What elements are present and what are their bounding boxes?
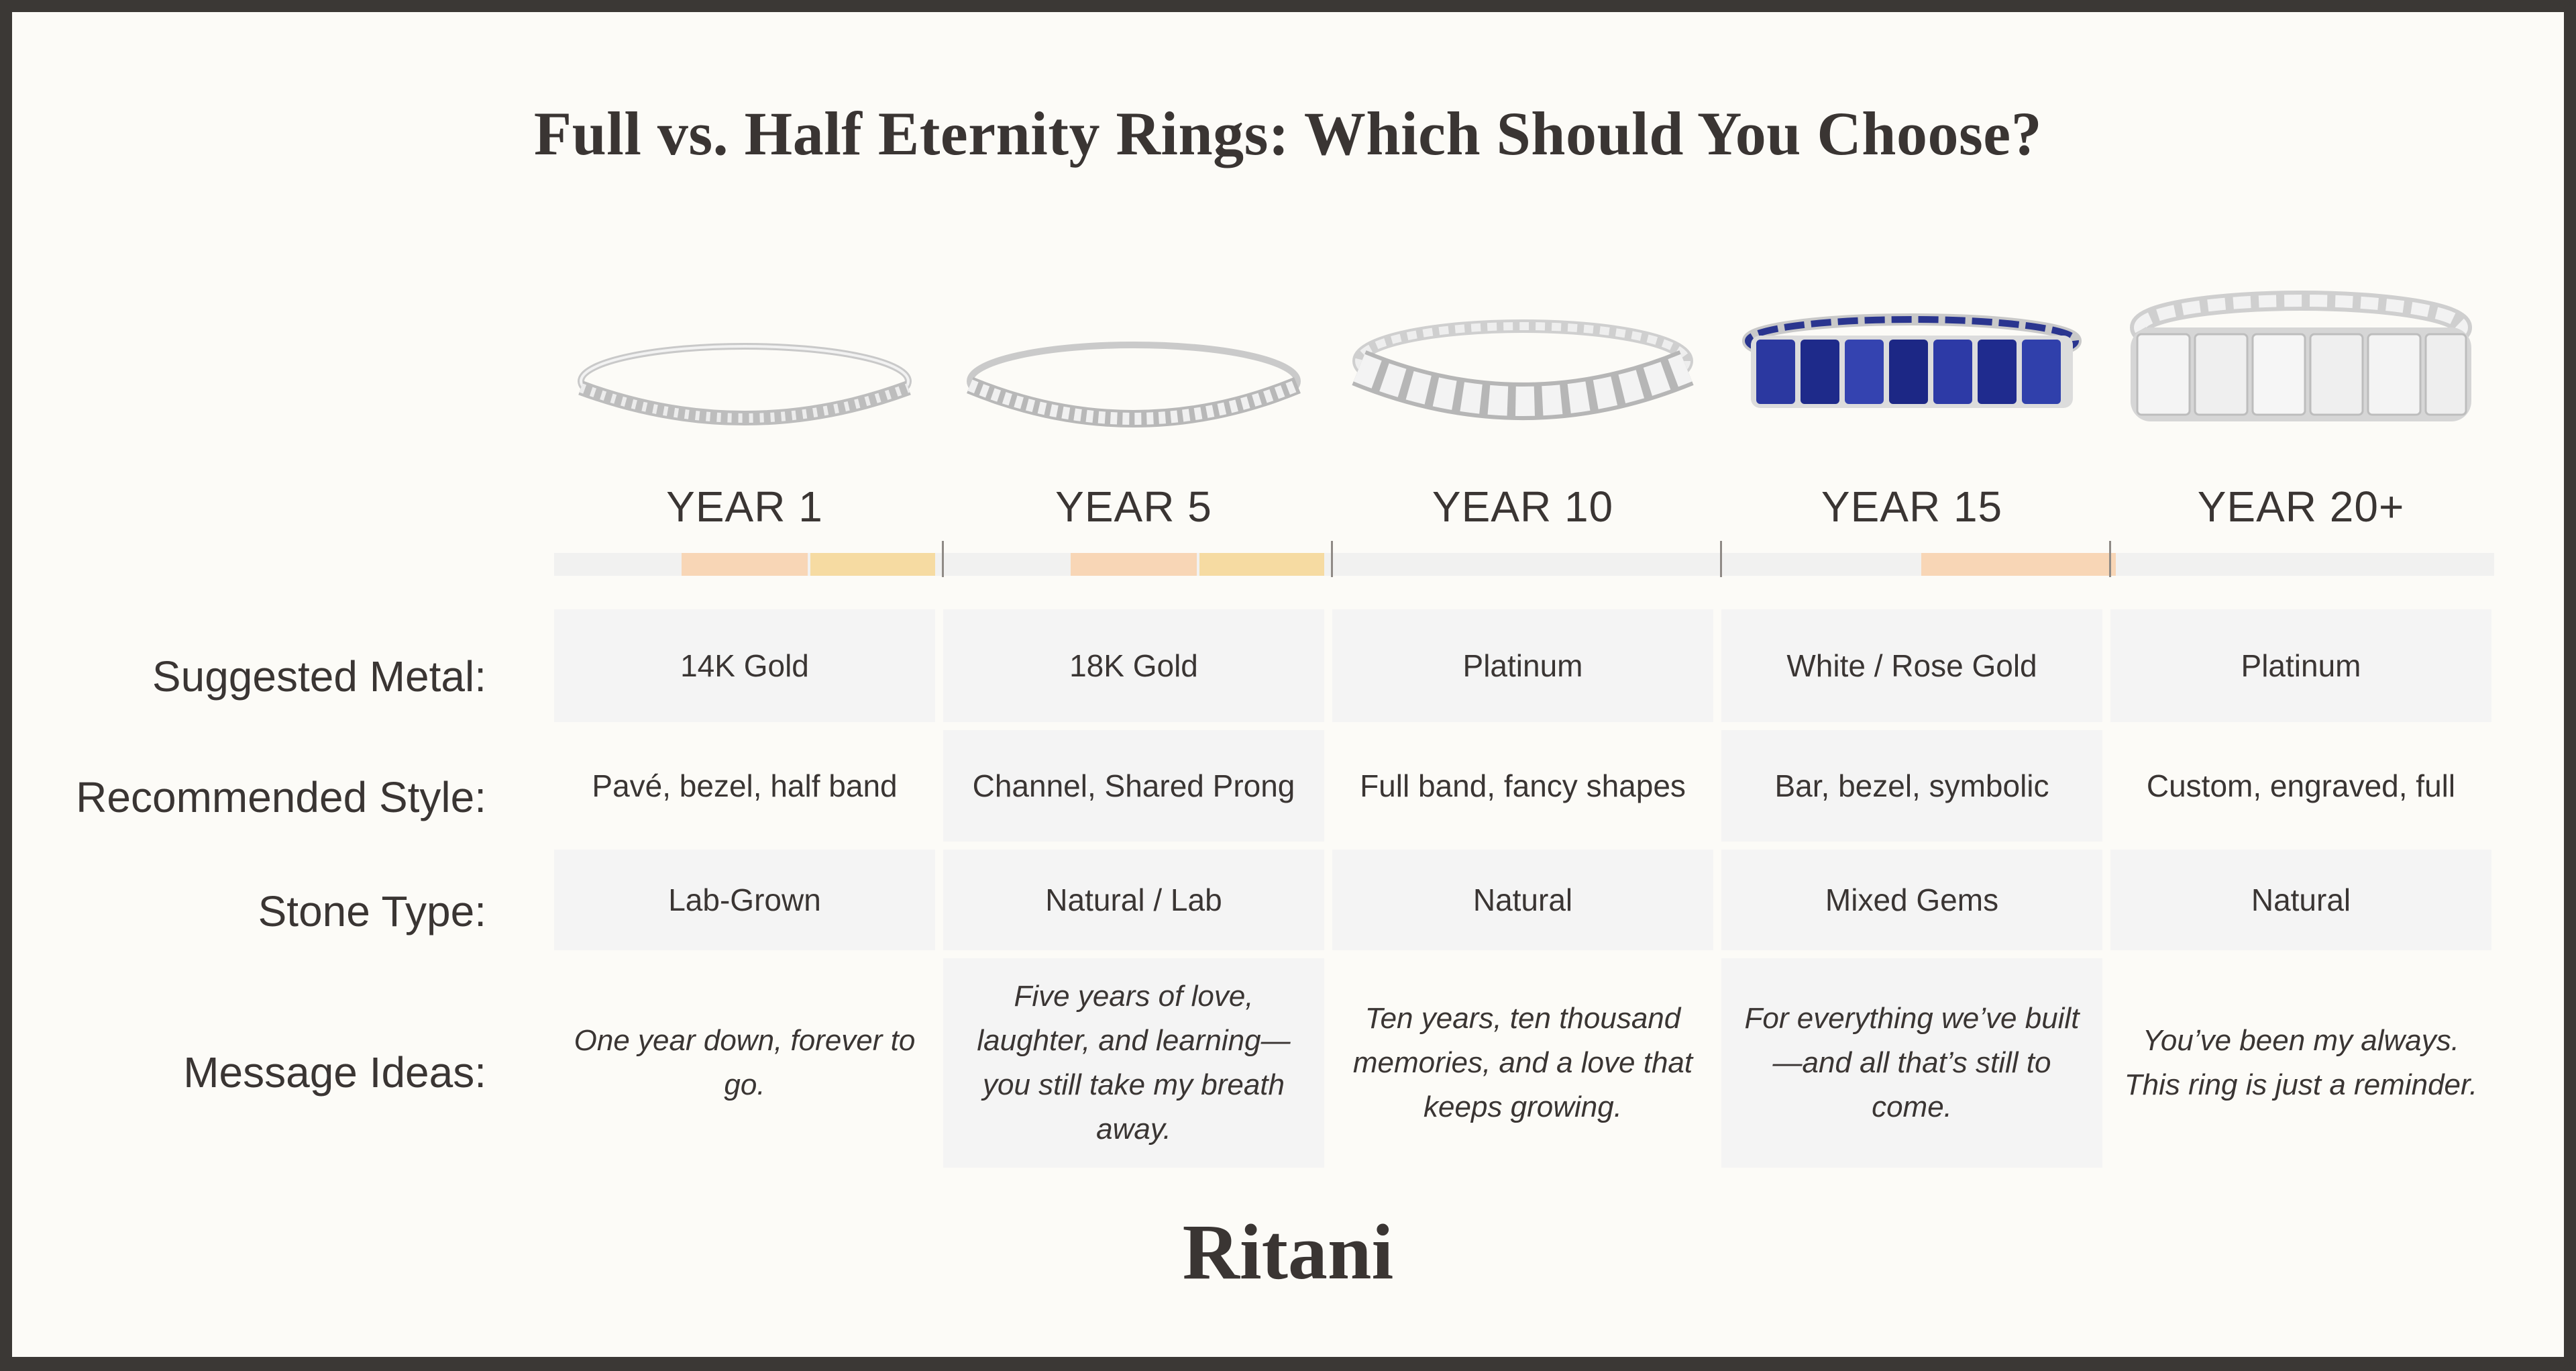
cell-stone: Natural / Lab <box>943 850 1324 950</box>
cell-message: Five years of love, laughter, and learni… <box>943 958 1324 1168</box>
row-label-message: Message Ideas: <box>183 1048 486 1097</box>
cell-metal: 14K Gold <box>554 609 935 722</box>
ring-icon-sapphire-eternity <box>1742 313 2082 408</box>
timeline-segment <box>1921 553 2116 576</box>
cell-style: Pavé, bezel, half band <box>592 768 898 803</box>
cell-message: For everything we’ve built—and all that’… <box>1721 958 2102 1168</box>
timeline-divider <box>1720 541 1722 577</box>
cell-stone: Natural <box>1332 850 1713 950</box>
cell-style: Custom, engraved, full <box>2146 768 2456 803</box>
timeline-bar <box>554 541 2494 577</box>
cell-stone: Lab-Grown <box>554 850 935 950</box>
ring-icon-emerald-cut-eternity <box>1352 319 1694 420</box>
cell-stone: Mixed Gems <box>1721 850 2102 950</box>
timeline-segment <box>682 553 808 576</box>
ring-icon-thin-pave-half <box>578 343 912 425</box>
brand-logo: Ritani <box>1182 1208 1394 1296</box>
cell-style: Full band, fancy shapes <box>1360 768 1686 803</box>
page-title: Full vs. Half Eternity Rings: Which Shou… <box>533 99 2043 168</box>
cell-metal: White / Rose Gold <box>1721 609 2102 722</box>
row-label-style: Recommended Style: <box>76 773 486 821</box>
ring-icon-pave-full <box>967 342 1301 427</box>
ring-icon-asscher-eternity <box>2130 291 2472 421</box>
cell-message: You’ve been my always. This ring is just… <box>2124 1024 2478 1101</box>
year-label: YEAR 1 <box>666 483 823 531</box>
year-label: YEAR 10 <box>1432 483 1614 531</box>
year-label: YEAR 5 <box>1055 483 1212 531</box>
timeline-divider <box>1331 541 1333 577</box>
year-label: YEAR 20+ <box>2197 483 2405 531</box>
infographic-frame: Full vs. Half Eternity Rings: Which Shou… <box>12 12 2564 1357</box>
row-label-metal: Suggested Metal: <box>152 652 486 701</box>
timeline-segment <box>1071 553 1197 576</box>
row-label-stone: Stone Type: <box>258 887 486 935</box>
cell-message: One year down, forever to go. <box>574 1024 916 1101</box>
timeline-divider <box>2109 541 2111 577</box>
cell-style: Channel, Shared Prong <box>943 730 1324 842</box>
cell-metal: Platinum <box>1332 609 1713 722</box>
timeline-segment <box>810 553 935 576</box>
cell-metal: Platinum <box>2110 609 2491 722</box>
cell-style: Bar, bezel, symbolic <box>1721 730 2102 842</box>
cell-stone: Natural <box>2110 850 2491 950</box>
timeline-divider <box>942 541 944 577</box>
year-label: YEAR 15 <box>1821 483 2003 531</box>
cell-message: Ten years, ten thousand memories, and a … <box>1352 1002 1693 1123</box>
timeline-segment <box>1199 553 1324 576</box>
cell-metal: 18K Gold <box>943 609 1324 722</box>
